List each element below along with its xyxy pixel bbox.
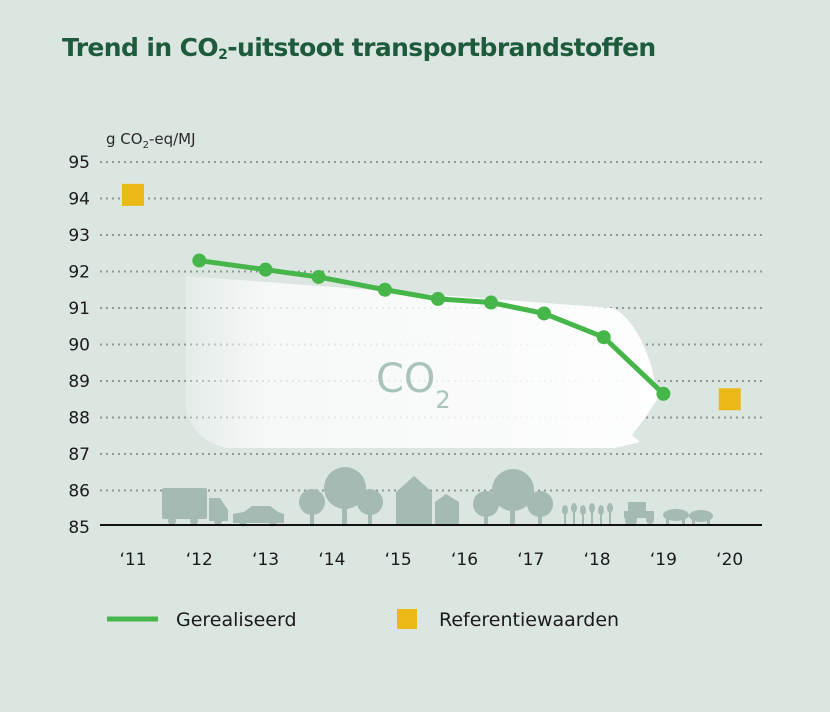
legend-label-gerealiseerd: Gerealiseerd [176,609,297,631]
y-tick-label: 89 [68,372,90,392]
point-gerealiseerd [656,386,671,401]
chart-title: Trend in CO2-uitstoot transportbrandstof… [62,33,656,63]
y-unit-suffix: -eq/MJ [149,130,196,148]
series-referentiewaarden [122,183,741,411]
car-icon [233,506,284,527]
x-tick-label: ‘18 [584,550,611,570]
point-referentiewaarde [122,183,144,206]
arrow-co2-prefix: CO [376,356,435,402]
y-tick-label: 92 [68,263,90,283]
trees-right-icon [473,469,553,524]
x-tick-labels: ‘11 ‘12 ‘13 ‘14 ‘15 ‘16 ‘17 ‘18 ‘19 ‘20 [119,550,743,570]
point-gerealiseerd [430,291,445,306]
y-tick-label: 93 [68,226,90,246]
x-tick-label: ‘20 [716,550,743,570]
title-prefix: Trend in CO [62,33,219,62]
point-gerealiseerd [311,269,326,284]
x-tick-label: ‘11 [119,550,146,570]
title-suffix: -uitstoot transportbrandstoffen [227,33,656,62]
x-tick-label: ‘16 [451,550,478,570]
x-tick-label: ‘13 [252,550,279,570]
y-tick-label: 88 [68,409,90,429]
title-subscript: 2 [218,47,228,63]
legend-swatch-referentiewaarden [397,609,417,629]
arrow-co2-label: CO2 [376,356,451,414]
truck-icon [162,488,228,525]
x-tick-label: ‘17 [517,550,544,570]
y-tick-label: 87 [68,445,90,465]
y-tick-label: 94 [68,190,90,210]
point-gerealiseerd [258,262,273,277]
x-tick-label: ‘14 [318,550,345,570]
y-tick-label: 86 [68,482,90,502]
cattle-icon [663,509,713,525]
y-tick-label: 91 [68,299,90,319]
y-tick-label: 90 [68,336,90,356]
y-unit-prefix: g CO [106,130,143,148]
series-gerealiseerd [192,253,671,401]
x-tick-label: ‘15 [385,550,412,570]
legend: Gerealiseerd Referentiewaarden [107,609,619,631]
trees-left-icon [299,467,383,524]
y-axis-label: g CO2-eq/MJ [106,130,196,151]
point-gerealiseerd [596,330,611,345]
point-gerealiseerd [377,282,392,297]
point-gerealiseerd [484,295,499,310]
y-tick-labels: 95 94 93 92 91 90 89 88 87 86 85 [68,153,90,538]
y-unit-subscript: 2 [143,140,149,151]
x-tick-label: ‘12 [186,550,213,570]
crops-icon [562,503,613,524]
tractor-icon [624,502,654,526]
y-tick-label: 95 [68,153,90,173]
arrow-co2-subscript: 2 [435,386,450,414]
point-gerealiseerd [537,306,552,321]
house-icon [396,476,459,524]
point-gerealiseerd [192,253,207,268]
y-tick-label: 85 [68,518,90,538]
legend-label-referentiewaarden: Referentiewaarden [439,609,619,631]
point-referentiewaarde [718,388,741,411]
silhouette-illustrations [162,467,713,527]
x-tick-label: ‘19 [650,550,677,570]
